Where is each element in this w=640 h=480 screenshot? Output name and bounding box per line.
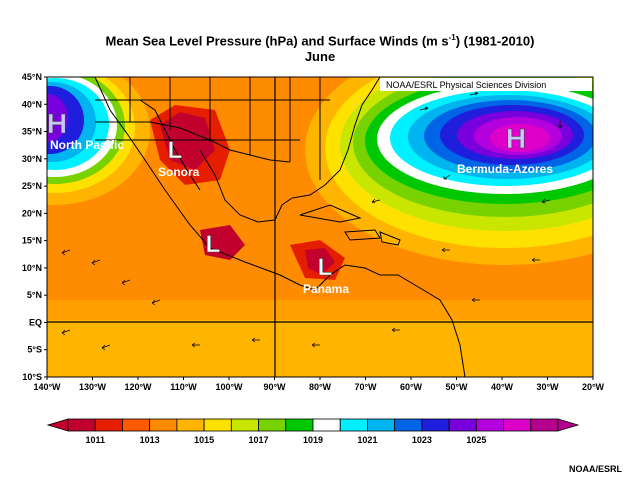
lon-tick-label: 50°W [445, 382, 468, 392]
colorbar-tick-label: 1017 [249, 435, 269, 445]
colorbar-swatch [285, 418, 314, 432]
lat-tick-label: 10°N [22, 263, 42, 273]
colorbar-tick-label: 1013 [140, 435, 160, 445]
division-label: NOAA/ESRL Physical Sciences Division [386, 80, 546, 90]
lon-tick-label: 130°W [79, 382, 107, 392]
lat-tick-label: 5°N [27, 290, 42, 300]
credit: NOAA/ESRL [568, 464, 622, 474]
colorbar-swatch [67, 418, 96, 432]
lat-tick-label: 25°N [22, 181, 42, 191]
lon-tick-label: 60°W [400, 382, 423, 392]
lat-tick-label: 10°S [22, 372, 42, 382]
colorbar: 1011 1013 1015 1017 1019 1021 1023 1025 [46, 418, 580, 445]
lon-tick-label: 110°W [170, 382, 197, 392]
colorbar-tick-label: 1019 [303, 435, 323, 445]
latitude-axis: 45°N 40°N 35°N 30°N 25°N 20°N 15°N 10°N 5°N EQ 5°S… [22, 72, 47, 382]
lat-tick-label: 30°N [22, 154, 42, 164]
colorbar-swatch [312, 418, 341, 432]
colorbar-swatch [258, 418, 287, 432]
chart-title: Mean Sea Level Pressure (hPa) and Surfac… [105, 33, 535, 49]
colorbar-swatch [203, 418, 232, 432]
lon-tick-label: 70°W [354, 382, 377, 392]
lon-tick-label: 140°W [33, 382, 61, 392]
lat-tick-label: 20°N [22, 208, 42, 218]
colorbar-tick-label: 1023 [412, 435, 432, 445]
longitude-axis: 140°W 130°W 120°W 110°W 100°W 90°W 80°W 70°W 60°… [33, 377, 605, 392]
reference-lines [47, 77, 593, 377]
colorbar-swatch [475, 418, 504, 432]
colorbar-swatch [530, 418, 559, 432]
low-pressure-marker: L [318, 254, 333, 281]
lon-tick-label: 40°W [491, 382, 514, 392]
lat-tick-label: 40°N [22, 99, 42, 109]
lon-tick-label: 20°W [582, 382, 605, 392]
colorbar-swatch [176, 418, 205, 432]
coastlines [94, 77, 466, 377]
lon-tick-label: 120°W [124, 382, 152, 392]
wind-vectors [61, 91, 563, 351]
colorbar-swatch [94, 418, 123, 432]
colorbar-swatch [149, 418, 178, 432]
chart-subtitle: June [304, 49, 336, 64]
colorbar-tick-label: 1015 [194, 435, 214, 445]
colorbar-swatch [448, 418, 477, 432]
colorbar-tick-label: 1011 [85, 435, 105, 445]
colorbar-swatch [230, 418, 259, 432]
colorbar-swatch [339, 418, 368, 432]
colorbar-swatch [122, 418, 151, 432]
lat-tick-label: 15°N [22, 236, 42, 246]
lon-tick-label: 80°W [309, 382, 332, 392]
high-pressure-marker: H [47, 108, 67, 139]
colorbar-right-arrow [557, 418, 580, 432]
colorbar-left-arrow [46, 418, 69, 432]
pressure-system-name: Panama [303, 282, 349, 296]
colorbar-swatch [394, 418, 423, 432]
lon-tick-label: 100°W [215, 382, 243, 392]
lat-tick-label: 5°S [27, 345, 42, 355]
high-pressure-marker: H [506, 123, 526, 154]
pressure-system-name: North Pacific [50, 138, 124, 152]
lat-tick-label: 45°N [22, 72, 42, 82]
colorbar-tick-label: 1025 [466, 435, 486, 445]
lon-tick-label: 90°W [263, 382, 286, 392]
colorbar-swatch [503, 418, 532, 432]
low-pressure-marker: L [168, 137, 183, 164]
lon-tick-label: 30°W [536, 382, 559, 392]
lat-tick-label: 35°N [22, 127, 42, 137]
pressure-field [47, 77, 593, 377]
pressure-system-name: Bermuda-Azores [457, 162, 553, 176]
colorbar-swatch [421, 418, 450, 432]
division-label-box [380, 78, 592, 91]
colorbar-tick-label: 1021 [357, 435, 377, 445]
pressure-system-name: Sonora [158, 165, 200, 179]
lat-tick-label: EQ [29, 317, 42, 327]
colorbar-swatch [367, 418, 396, 432]
low-pressure-marker: L [206, 231, 221, 258]
